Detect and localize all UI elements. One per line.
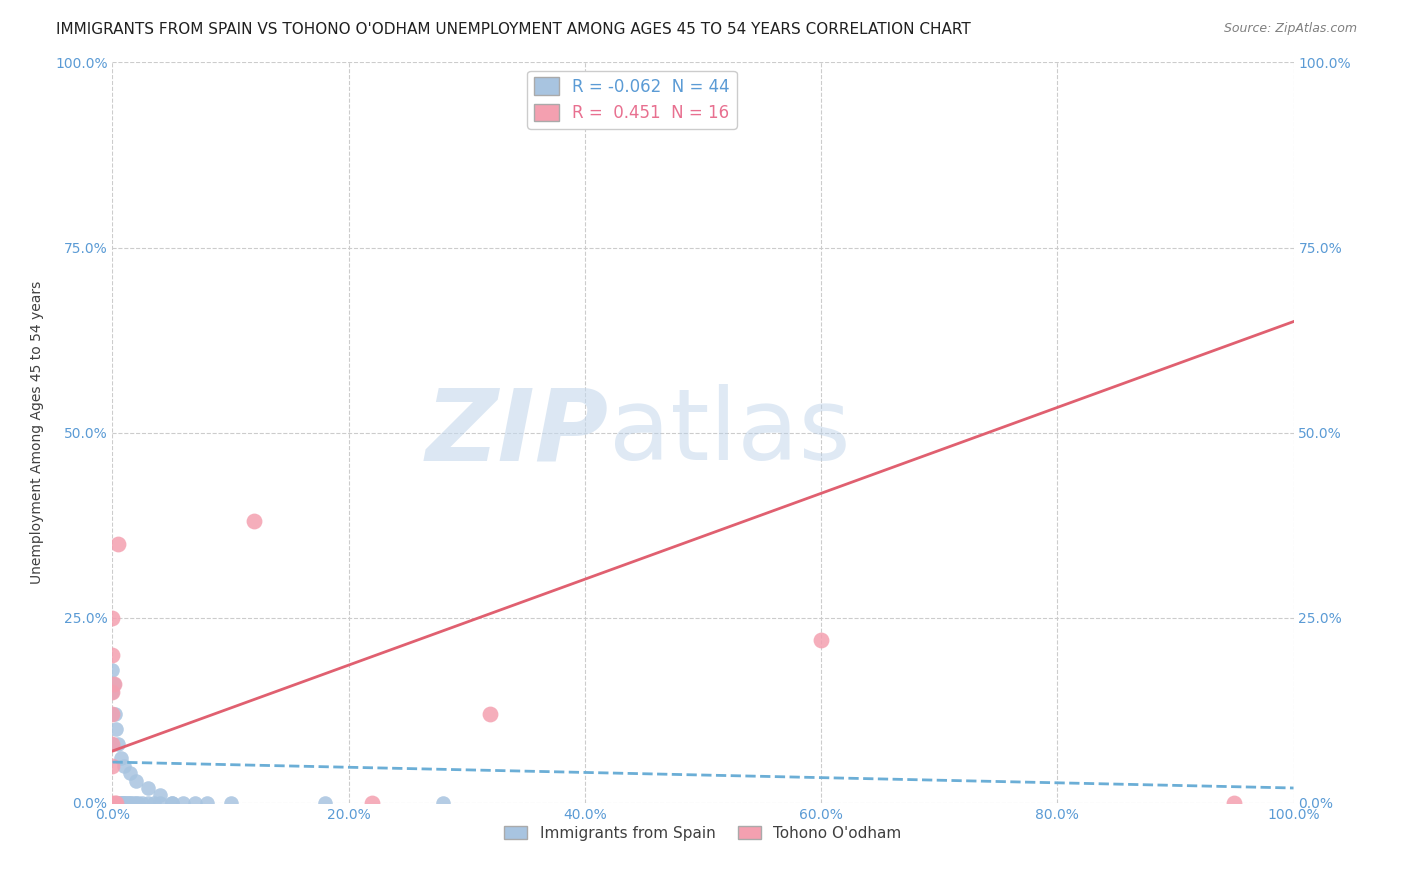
Point bbox=[122, 796, 145, 810]
Point bbox=[101, 706, 124, 721]
Point bbox=[105, 796, 128, 810]
Point bbox=[120, 796, 142, 810]
Point bbox=[101, 685, 124, 699]
Point bbox=[111, 796, 134, 810]
Text: ZIP: ZIP bbox=[426, 384, 609, 481]
Point bbox=[112, 758, 135, 772]
Point bbox=[101, 610, 124, 624]
Point bbox=[125, 796, 148, 810]
Point bbox=[149, 789, 172, 803]
Point bbox=[105, 796, 128, 810]
Point bbox=[103, 677, 125, 691]
Point bbox=[115, 796, 138, 810]
Point bbox=[101, 796, 124, 810]
Point bbox=[160, 796, 183, 810]
Point bbox=[103, 677, 125, 691]
Point bbox=[107, 796, 129, 810]
Point bbox=[110, 796, 132, 810]
Point bbox=[104, 706, 127, 721]
Point bbox=[105, 722, 128, 736]
Point bbox=[112, 796, 135, 810]
Legend: Immigrants from Spain, Tohono O'odham: Immigrants from Spain, Tohono O'odham bbox=[498, 820, 908, 847]
Point bbox=[120, 796, 142, 810]
Point bbox=[127, 796, 149, 810]
Point bbox=[136, 780, 159, 795]
Point bbox=[361, 796, 384, 810]
Y-axis label: Unemployment Among Ages 45 to 54 years: Unemployment Among Ages 45 to 54 years bbox=[30, 281, 44, 584]
Text: IMMIGRANTS FROM SPAIN VS TOHONO O'ODHAM UNEMPLOYMENT AMONG AGES 45 TO 54 YEARS C: IMMIGRANTS FROM SPAIN VS TOHONO O'ODHAM … bbox=[56, 22, 972, 37]
Point bbox=[160, 796, 183, 810]
Point bbox=[184, 796, 207, 810]
Point bbox=[101, 663, 124, 677]
Point bbox=[110, 751, 132, 765]
Point bbox=[810, 632, 832, 647]
Point bbox=[117, 796, 139, 810]
Point bbox=[136, 796, 159, 810]
Point bbox=[101, 758, 124, 772]
Text: Source: ZipAtlas.com: Source: ZipAtlas.com bbox=[1223, 22, 1357, 36]
Point bbox=[107, 536, 129, 550]
Point bbox=[131, 796, 153, 810]
Point bbox=[125, 773, 148, 788]
Point bbox=[142, 796, 165, 810]
Point bbox=[314, 796, 336, 810]
Point bbox=[101, 737, 124, 751]
Point bbox=[195, 796, 218, 810]
Point bbox=[101, 737, 124, 751]
Point bbox=[219, 796, 242, 810]
Point bbox=[101, 706, 124, 721]
Point bbox=[1223, 796, 1246, 810]
Point bbox=[101, 648, 124, 662]
Point bbox=[172, 796, 194, 810]
Point bbox=[432, 796, 454, 810]
Point bbox=[104, 796, 127, 810]
Point bbox=[101, 685, 124, 699]
Point bbox=[105, 796, 128, 810]
Point bbox=[103, 796, 125, 810]
Point bbox=[104, 796, 127, 810]
Point bbox=[149, 796, 172, 810]
Point bbox=[479, 706, 502, 721]
Point bbox=[120, 766, 142, 780]
Point bbox=[108, 796, 131, 810]
Point bbox=[107, 737, 129, 751]
Point bbox=[112, 796, 135, 810]
Point bbox=[114, 796, 136, 810]
Point bbox=[243, 515, 266, 529]
Text: atlas: atlas bbox=[609, 384, 851, 481]
